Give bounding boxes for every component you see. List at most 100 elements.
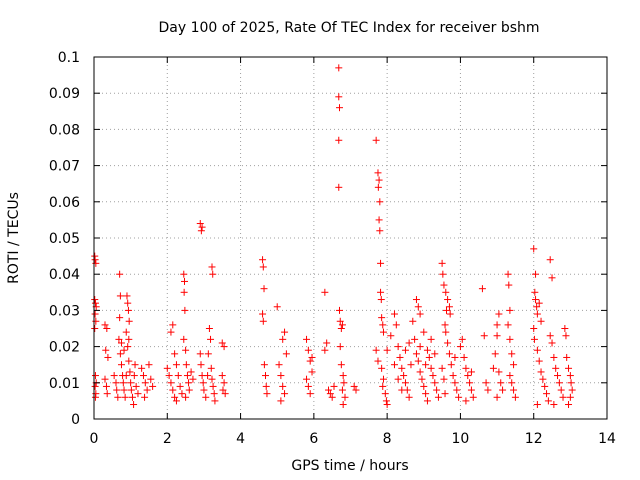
data-point xyxy=(221,390,229,398)
data-point xyxy=(375,216,383,224)
data-point xyxy=(92,317,100,325)
data-point xyxy=(451,379,459,387)
data-point xyxy=(491,350,499,358)
data-point xyxy=(262,382,270,390)
data-point xyxy=(275,361,283,369)
data-point xyxy=(434,393,442,401)
data-point xyxy=(548,274,556,282)
axis-ticks xyxy=(93,56,608,420)
data-point xyxy=(416,368,424,376)
data-point xyxy=(433,386,441,394)
data-point xyxy=(127,379,135,387)
data-point xyxy=(91,325,99,332)
data-point xyxy=(145,361,153,369)
data-point xyxy=(445,350,453,358)
data-point xyxy=(125,317,133,325)
data-point xyxy=(116,314,124,322)
data-point xyxy=(260,285,268,293)
data-point xyxy=(441,390,449,398)
data-point xyxy=(338,321,346,329)
data-point xyxy=(208,263,216,271)
data-point xyxy=(103,390,111,398)
data-points xyxy=(91,64,576,409)
data-point xyxy=(167,328,175,336)
data-point xyxy=(182,361,190,369)
data-point xyxy=(277,372,285,380)
data-point xyxy=(495,368,503,376)
data-point xyxy=(143,386,151,394)
y-tick-label: 0 xyxy=(71,412,80,428)
data-point xyxy=(91,372,99,380)
data-point xyxy=(438,259,446,267)
data-point xyxy=(379,328,387,336)
data-point xyxy=(91,296,99,304)
y-tick-label: 0.02 xyxy=(49,340,80,356)
data-point xyxy=(116,292,124,300)
data-point xyxy=(555,379,563,387)
data-point xyxy=(325,386,333,394)
data-point xyxy=(377,288,385,296)
data-point xyxy=(455,393,463,401)
data-point xyxy=(550,401,558,409)
y-tick-label: 0.03 xyxy=(49,303,80,319)
data-point xyxy=(392,321,400,329)
data-point xyxy=(548,339,556,347)
data-point xyxy=(110,372,118,380)
data-point xyxy=(566,393,574,401)
data-point xyxy=(533,346,541,354)
data-point xyxy=(456,343,464,351)
data-point xyxy=(379,375,387,383)
data-point xyxy=(210,390,218,398)
data-point xyxy=(91,382,99,390)
data-point xyxy=(121,393,129,401)
data-point xyxy=(122,328,130,336)
x-tick-labels: 0 2 4 6 8 10 12 14 xyxy=(90,431,616,447)
data-point xyxy=(462,397,470,405)
data-point xyxy=(132,382,140,390)
data-point xyxy=(535,357,543,365)
data-point xyxy=(282,350,290,358)
data-point xyxy=(374,183,382,191)
data-point xyxy=(429,372,437,380)
data-point xyxy=(279,382,287,390)
data-point xyxy=(484,386,492,394)
y-tick-label: 0.08 xyxy=(49,122,80,138)
data-point xyxy=(533,401,541,409)
data-point xyxy=(464,372,472,380)
data-point xyxy=(469,393,477,401)
data-point xyxy=(125,335,133,343)
data-point xyxy=(260,361,268,369)
data-point xyxy=(259,310,267,318)
data-point xyxy=(401,346,409,354)
y-tick-label: 0.09 xyxy=(49,86,80,102)
data-point xyxy=(546,332,554,340)
data-point xyxy=(431,350,439,358)
data-point xyxy=(427,364,435,372)
data-point xyxy=(200,386,208,394)
data-point xyxy=(281,328,289,336)
data-point xyxy=(304,382,312,390)
y-tick-label: 0.05 xyxy=(49,231,80,247)
data-point xyxy=(447,361,455,369)
data-point xyxy=(181,277,189,285)
data-point xyxy=(568,386,576,394)
data-point xyxy=(442,288,450,296)
data-point xyxy=(303,335,311,343)
data-point xyxy=(398,386,406,394)
data-point xyxy=(378,314,386,322)
data-point xyxy=(497,379,505,387)
data-point xyxy=(394,375,402,383)
data-point xyxy=(508,350,516,358)
data-point xyxy=(122,372,130,380)
data-point xyxy=(102,346,110,354)
data-point xyxy=(420,382,428,390)
data-point xyxy=(467,386,475,394)
data-point xyxy=(377,259,385,267)
data-point xyxy=(478,285,486,293)
data-point xyxy=(204,372,212,380)
data-point xyxy=(544,397,552,405)
data-point xyxy=(171,393,179,401)
data-point xyxy=(431,379,439,387)
data-point xyxy=(376,227,384,235)
data-point xyxy=(113,386,121,394)
